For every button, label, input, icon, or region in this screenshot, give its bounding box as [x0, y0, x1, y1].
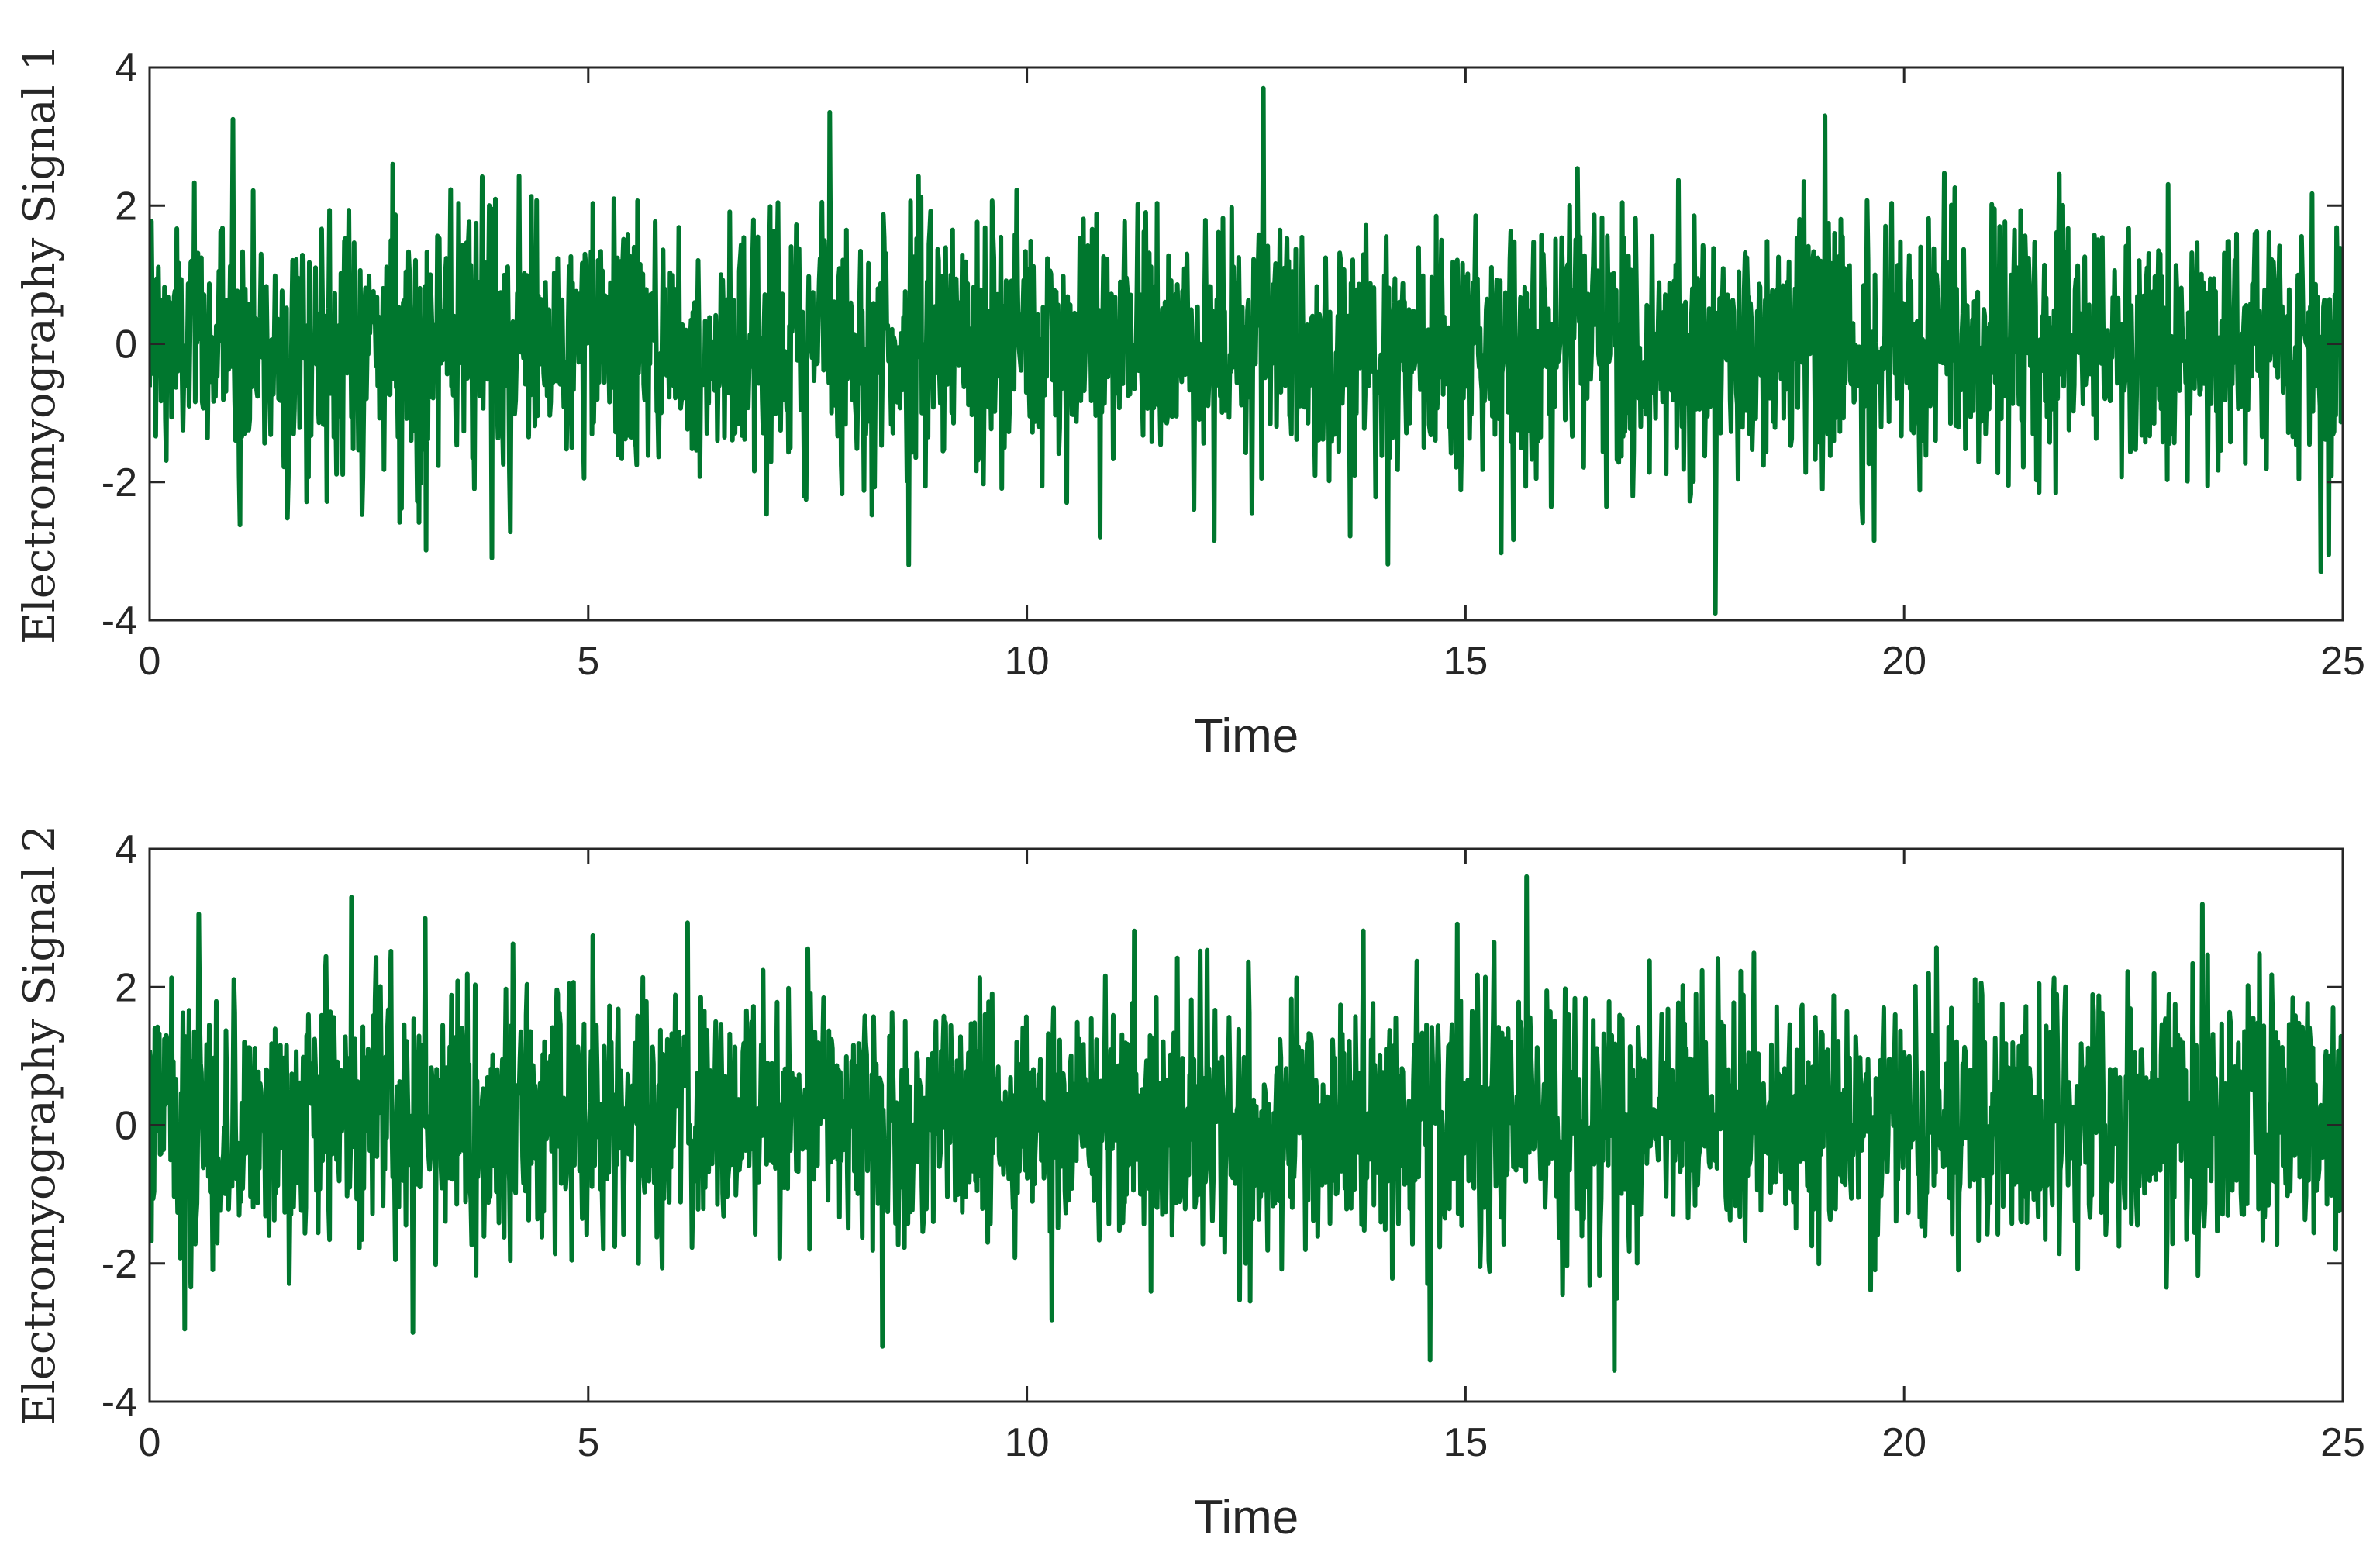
signal-line-top — [150, 85, 2343, 616]
y-tick-label: -2 — [102, 460, 137, 505]
x-tick-label: 25 — [2320, 639, 2365, 684]
x-tick-label: 15 — [1443, 1420, 1488, 1465]
y-tick-label: 0 — [115, 322, 137, 367]
y-tick-label: 2 — [115, 184, 137, 229]
y-tick-label: -4 — [102, 598, 137, 643]
subplot-top: 0 5 10 15 20 25 -4 -2 0 2 4 Time Electromyography Si… — [15, 43, 2365, 763]
x-tick-label: 20 — [1882, 639, 1926, 684]
y-tick-label: -4 — [102, 1380, 137, 1425]
y-tick-label: 2 — [115, 965, 137, 1010]
y-tick-label: 4 — [115, 827, 137, 872]
y-axis-label-bottom: Electromyography Signal 2 — [15, 825, 65, 1426]
x-tick-label: 5 — [577, 639, 599, 684]
y-tick-label: -2 — [102, 1242, 137, 1287]
x-axis-label-top: Time — [1194, 709, 1299, 763]
x-tick-label: 5 — [577, 1420, 599, 1465]
y-tick-label: 0 — [115, 1104, 137, 1149]
x-tick-label: 15 — [1443, 639, 1488, 684]
x-tick-label: 10 — [1005, 639, 1050, 684]
signal-line-bottom — [150, 874, 2343, 1373]
x-tick-label: 0 — [139, 639, 161, 684]
x-tick-label: 25 — [2320, 1420, 2365, 1465]
subplot-bottom: 0 5 10 15 20 25 -4 -2 0 2 4 Time Electromyography Si… — [15, 825, 2365, 1544]
x-axis-label-bottom: Time — [1194, 1491, 1299, 1544]
x-tick-label: 20 — [1882, 1420, 1926, 1465]
x-tick-label: 10 — [1005, 1420, 1050, 1465]
x-tick-label: 0 — [139, 1420, 161, 1465]
y-axis-label-top: Electromyography Signal 1 — [15, 43, 65, 644]
y-tick-label: 4 — [115, 46, 137, 91]
